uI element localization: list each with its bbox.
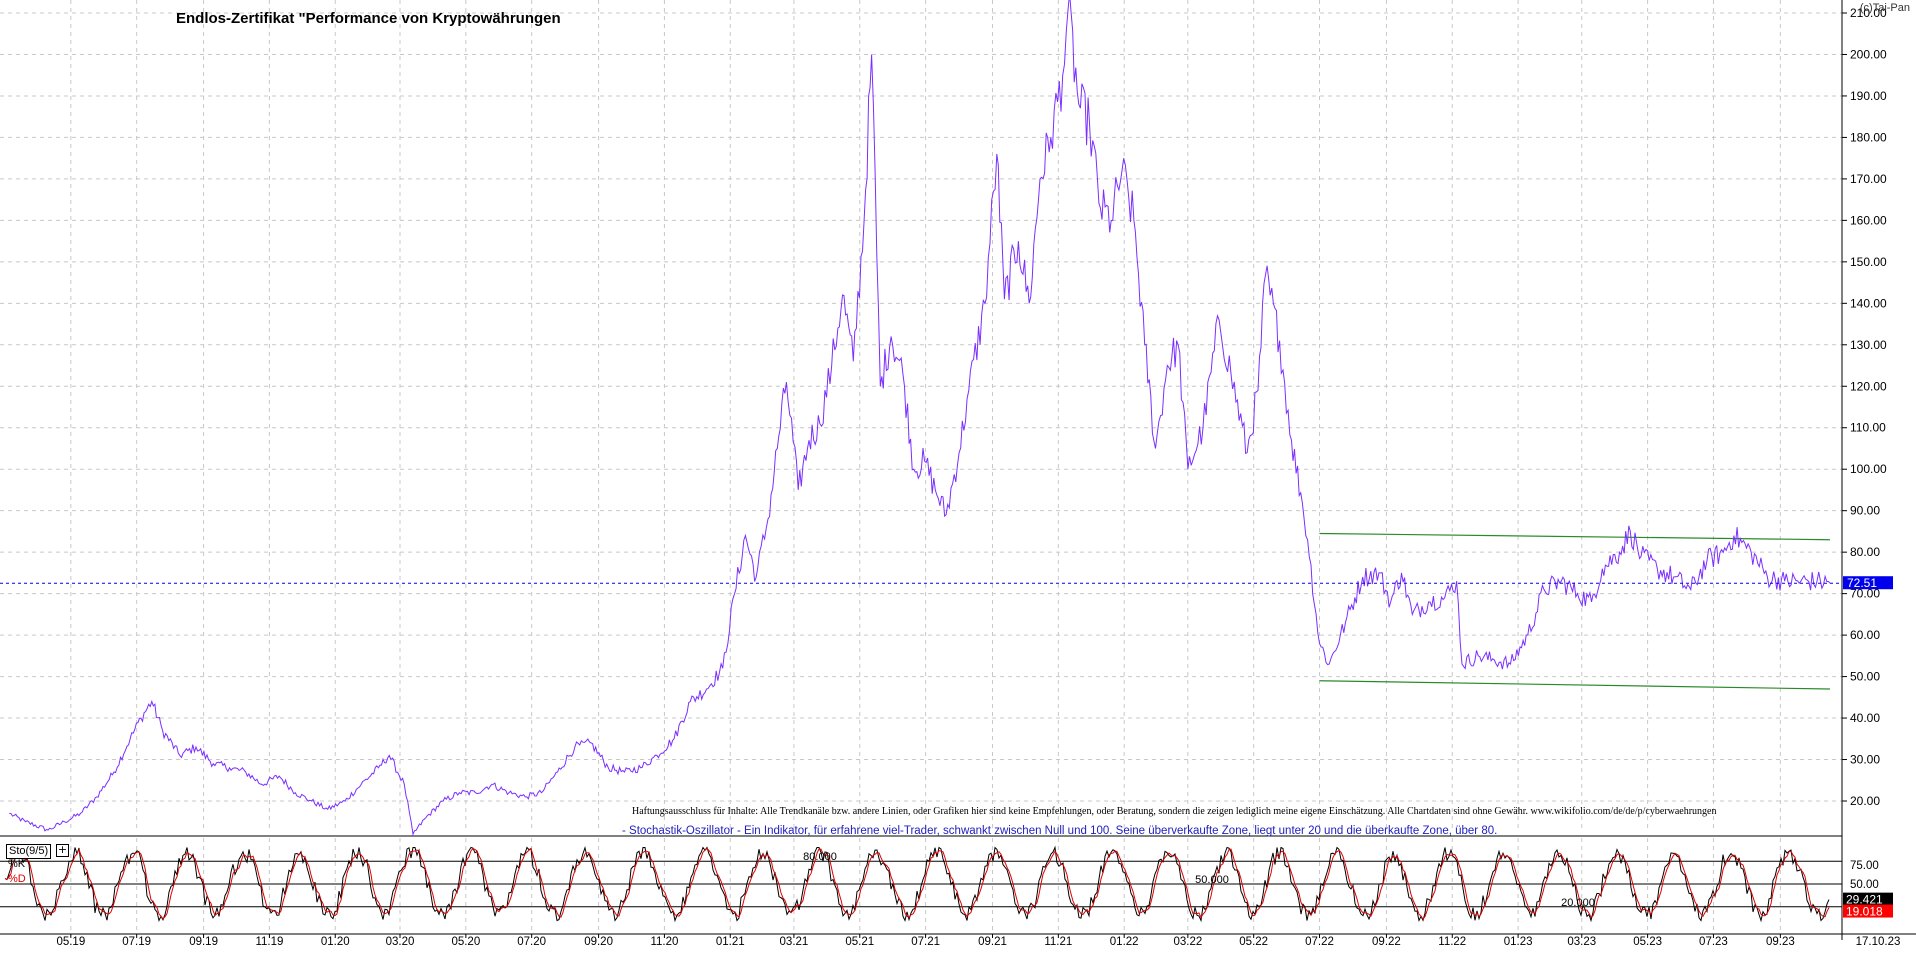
last-date-label: 17.10.23: [1856, 936, 1901, 948]
y-tick-label: 20.00: [1850, 794, 1880, 808]
x-tick-label: 07.23: [1699, 936, 1728, 948]
price-layer: [0, 0, 1842, 836]
grid-layer: [0, 0, 1842, 832]
x-tick-label: 01.21: [716, 936, 745, 948]
current-price-tag: [1843, 576, 1893, 590]
d-legend-label: %D: [8, 873, 26, 885]
x-tick-label: 07.22: [1305, 936, 1334, 948]
x-tick-label: 05.23: [1633, 936, 1662, 948]
x-tick-label: 01.22: [1110, 936, 1139, 948]
x-tick-label: 09.19: [189, 936, 218, 948]
y-tick-label: 70.00: [1850, 587, 1880, 601]
k-value-tag: [1843, 892, 1893, 906]
x-tick-label: 09.22: [1372, 936, 1401, 948]
trend-channel-line: [1319, 532, 1831, 541]
y-tick-label: 80.00: [1850, 545, 1880, 559]
x-tick-label: 11.21: [1044, 936, 1072, 948]
k-legend-label: %K: [8, 858, 26, 870]
x-tick-label: 09.20: [584, 936, 613, 948]
x-tick-label: 03.20: [386, 936, 415, 948]
y-tick-label: 120.00: [1850, 379, 1887, 393]
y-tick-label: 180.00: [1850, 130, 1887, 144]
y-tick-label: 30.00: [1850, 753, 1880, 767]
trend-channel-line: [1319, 680, 1831, 690]
x-tick-label: 07.21: [911, 936, 940, 948]
x-tick-label: 11.20: [650, 936, 678, 948]
channel-layer: [1319, 532, 1831, 690]
y-tick-label: 200.00: [1850, 47, 1887, 61]
x-tick-label: 01.20: [321, 936, 350, 948]
price-series-line: [9, 0, 1831, 836]
x-tick-label: 05.19: [56, 936, 85, 948]
y-tick-label: 190.00: [1850, 89, 1887, 103]
x-tick-label: 03.23: [1567, 936, 1596, 948]
x-tick-label: 07.19: [122, 936, 151, 948]
stochastic-k-line: [4, 845, 1830, 923]
y-tick-label: 90.00: [1850, 504, 1880, 518]
x-tick-label: 11.19: [255, 936, 283, 948]
brand-label: (c)Tai-Pan: [1859, 2, 1910, 14]
y-tick-label: 170.00: [1850, 172, 1887, 186]
disclaimer-text: Haftungsausschluss für Inhalte: Alle Tre…: [632, 806, 1717, 817]
x-tick-label: 05.21: [845, 936, 874, 948]
x-tick-label: 01.23: [1504, 936, 1533, 948]
x-tick-label: 03.22: [1173, 936, 1202, 948]
y-tick-label: 210.00: [1850, 6, 1887, 20]
d-value-label: 19.018: [1846, 905, 1883, 919]
stochastic-level-label: 50.000: [1195, 874, 1229, 886]
indicator-layer: [4, 845, 1830, 923]
indicator-tick-label: 75.00: [1850, 860, 1879, 872]
y-tick-label: 100.00: [1850, 462, 1887, 476]
y-tick-label: 50.00: [1850, 670, 1880, 684]
indicator-tick-label: 50.00: [1850, 879, 1879, 891]
d-value-tag: [1843, 904, 1893, 918]
stochastic-description: - Stochastik-Oszillator - Ein Indikator,…: [622, 825, 1498, 837]
y-tick-label: 110.00: [1850, 421, 1886, 435]
x-tick-label: 05.20: [451, 936, 480, 948]
y-tick-label: 60.00: [1850, 628, 1880, 642]
y-tick-label: 130.00: [1850, 338, 1887, 352]
x-tick-label: 09.21: [978, 936, 1007, 948]
stochastic-level-label: 20.000: [1561, 897, 1595, 909]
current-price-label: 72.51: [1847, 576, 1877, 590]
stochastic-d-line: [4, 847, 1830, 920]
y-tick-label: 40.00: [1850, 711, 1880, 725]
chart-title: Endlos-Zertifikat "Performance von Krypt…: [176, 10, 561, 27]
x-tick-label: 07.20: [517, 936, 546, 948]
x-tick-label: 11.22: [1438, 936, 1466, 948]
y-tick-label: 140.00: [1850, 296, 1887, 310]
add-indicator-icon[interactable]: +: [56, 843, 69, 857]
indicator-name-button[interactable]: Sto(9/5): [6, 844, 52, 859]
x-tick-label: 05.22: [1239, 936, 1268, 948]
y-tick-label: 150.00: [1850, 255, 1887, 269]
k-value-label: 29.421: [1846, 893, 1883, 907]
stochastic-level-label: 80.000: [803, 851, 837, 863]
x-tick-label: 03.21: [780, 936, 809, 948]
y-tick-label: 160.00: [1850, 213, 1887, 227]
x-tick-label: 09.23: [1766, 936, 1795, 948]
